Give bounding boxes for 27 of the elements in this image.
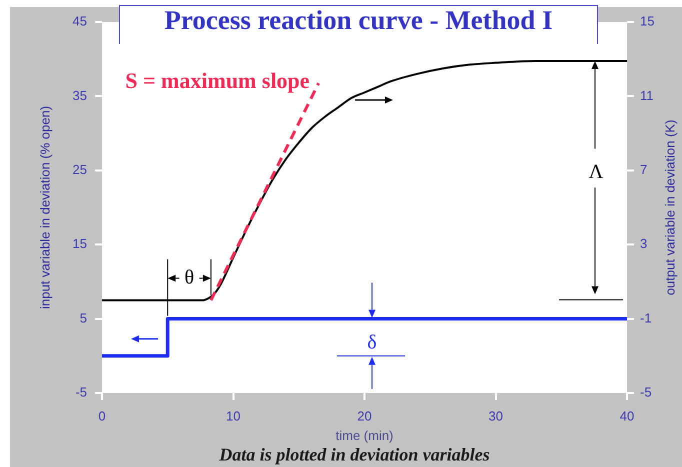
- x-tick-label: 40: [620, 408, 634, 424]
- annotation: θ: [184, 266, 194, 288]
- y2-tick-label: 7: [640, 162, 648, 177]
- y-tick-label: -5: [75, 384, 87, 400]
- y2-axis-title: output variable in deviation (K): [662, 120, 678, 296]
- line-series: [102, 60, 627, 302]
- x-tick-label: 30: [488, 408, 503, 424]
- y-tick-label: 25: [72, 162, 87, 177]
- annotation: Λ: [588, 160, 604, 183]
- x-axis-title: time (min): [336, 428, 394, 443]
- y-tick-label: 35: [72, 88, 87, 103]
- x-tick-label: 20: [357, 408, 372, 424]
- y2-tick-label: -5: [640, 384, 652, 400]
- y-tick-label: 15: [72, 236, 87, 252]
- series-label: S = maximum slope: [125, 68, 310, 94]
- y-tick-label: 5: [80, 310, 87, 326]
- x-tick-label: 10: [226, 408, 240, 424]
- annotation: δ: [367, 332, 377, 354]
- x-tick-label: 0: [98, 408, 106, 424]
- chart-title: Process reaction curve - Method I: [164, 5, 553, 35]
- y2-tick-label: 15: [640, 14, 654, 29]
- y-tick-label: 45: [72, 14, 87, 29]
- text: Data is plotted in deviation variables: [218, 444, 490, 465]
- y2-tick-label: -1: [640, 310, 652, 326]
- y-axis-title: input variable in deviation (% open): [37, 106, 52, 310]
- y2-tick-label: 3: [640, 236, 648, 252]
- y2-tick-label: 11: [640, 88, 654, 103]
